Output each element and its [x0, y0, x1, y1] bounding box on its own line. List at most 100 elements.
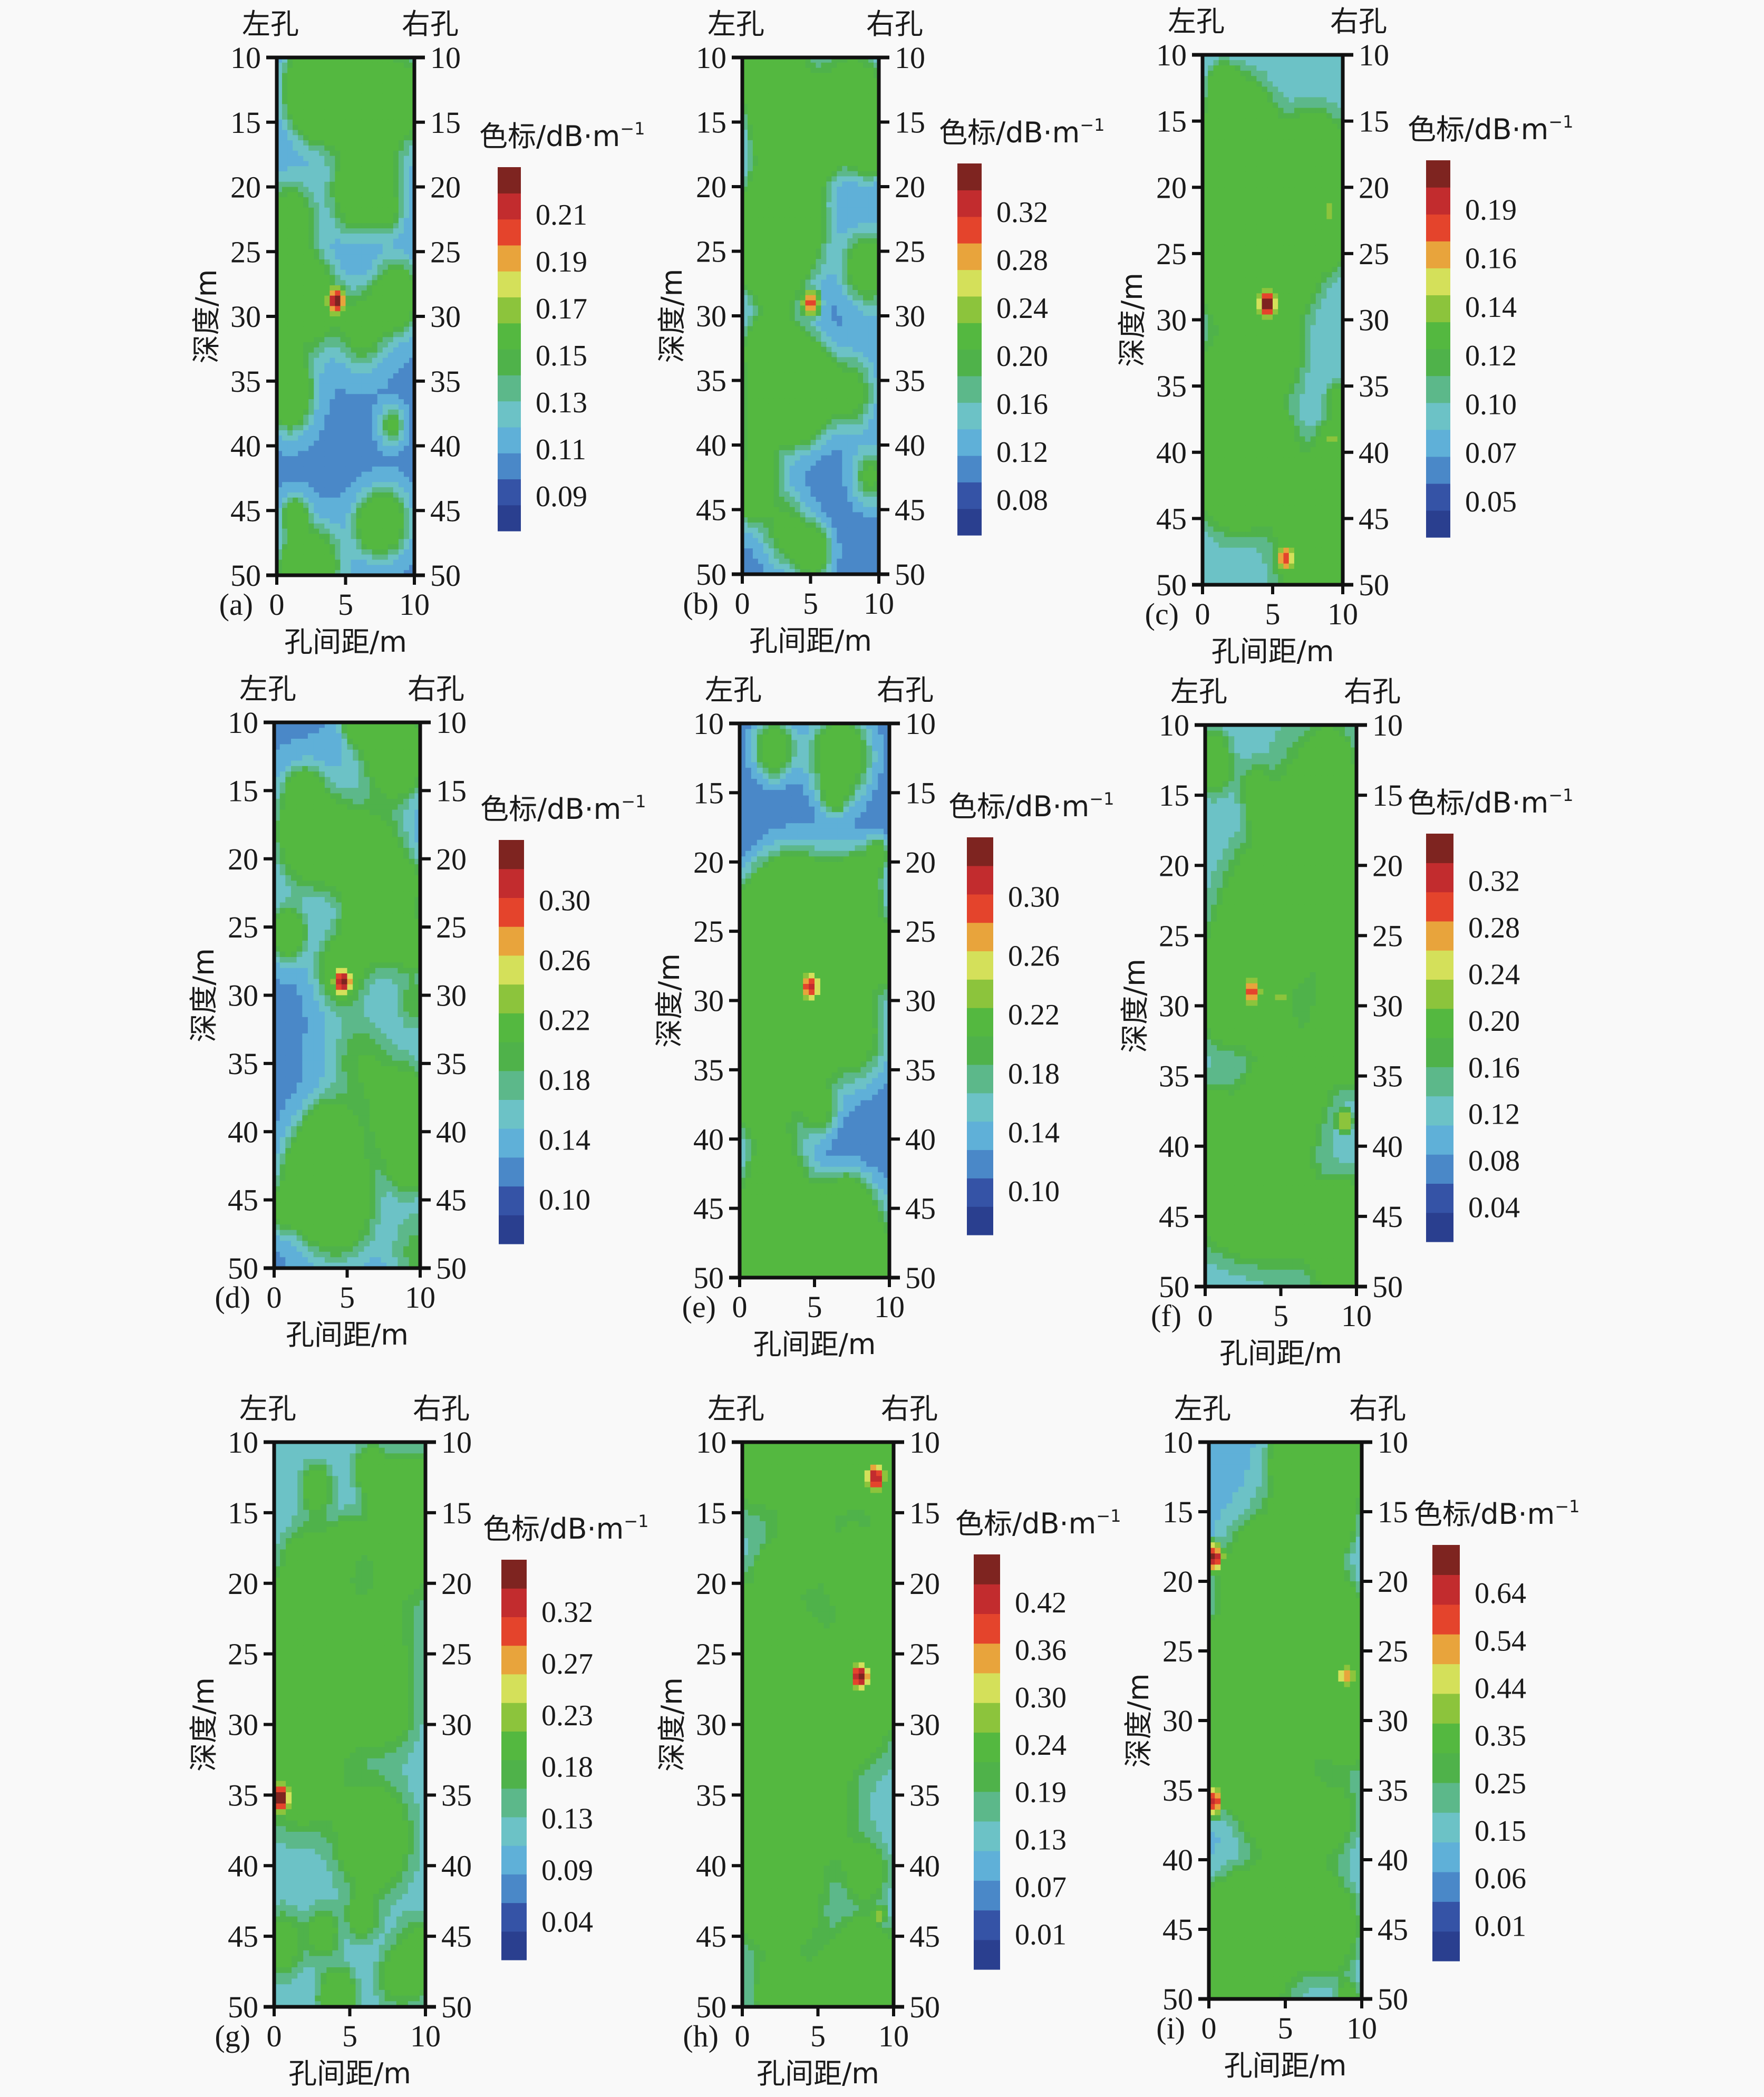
heat-cell — [383, 342, 389, 347]
heat-cell — [335, 73, 341, 79]
heat-cell — [388, 239, 394, 244]
heat-cell — [351, 182, 357, 187]
heat-cell — [314, 109, 319, 114]
heat-cell — [372, 140, 378, 146]
heat-cell — [287, 394, 293, 399]
heat-cell — [383, 296, 389, 301]
heat-cell — [377, 301, 383, 306]
heat-cell — [282, 322, 288, 327]
heat-cell — [314, 99, 319, 104]
heat-cell — [399, 202, 404, 208]
heat-cell — [362, 114, 367, 120]
heat-cell — [346, 218, 352, 223]
heat-cell — [282, 306, 288, 311]
heat-cell — [388, 306, 394, 311]
heat-cell — [298, 99, 304, 104]
heat-cell — [329, 244, 335, 249]
heat-cell — [319, 358, 325, 363]
heat-cell — [351, 270, 357, 275]
heat-cell — [362, 208, 367, 213]
heat-cell — [372, 280, 378, 285]
heat-cell — [329, 130, 335, 136]
heat-cell — [314, 327, 319, 332]
heat-cell — [329, 249, 335, 254]
heat-cell — [393, 146, 399, 151]
heat-cell — [372, 114, 378, 120]
heat-cell — [346, 436, 352, 441]
heat-cell — [383, 187, 389, 192]
heat-cell — [341, 379, 346, 384]
heat-cell — [341, 342, 346, 347]
heat-cell — [287, 208, 293, 213]
heat-cell — [367, 73, 373, 79]
heat-cell — [362, 415, 367, 420]
heat-cell — [377, 353, 383, 358]
heat-cell — [362, 384, 367, 389]
heat-cell — [393, 280, 399, 285]
heat-cell — [367, 404, 373, 410]
heat-cell — [324, 208, 330, 213]
heat-cell — [383, 327, 389, 332]
heat-cell — [351, 337, 357, 342]
heat-cell — [346, 254, 352, 259]
heat-cell — [314, 104, 319, 109]
heat-cell — [404, 99, 410, 104]
heat-cell — [388, 234, 394, 239]
heat-cell — [356, 316, 362, 322]
heat-cell — [377, 63, 383, 68]
heat-cell — [367, 306, 373, 311]
heat-cell — [303, 404, 309, 410]
heat-cell — [341, 296, 346, 301]
heat-cell — [324, 249, 330, 254]
heat-cell — [351, 285, 357, 291]
heat-cell — [362, 342, 367, 347]
heat-cell — [367, 228, 373, 234]
heat-cell — [377, 114, 383, 120]
heat-cell — [341, 78, 346, 83]
heat-cell — [372, 166, 378, 171]
heat-cell — [303, 161, 309, 166]
heat-cell — [377, 239, 383, 244]
heat-cell — [404, 83, 410, 89]
heat-cell — [362, 218, 367, 223]
heat-cell — [324, 363, 330, 368]
heat-cell — [356, 404, 362, 410]
heat-cell — [356, 332, 362, 337]
heat-cell — [404, 358, 410, 363]
heat-cell — [319, 94, 325, 99]
heat-cell — [351, 94, 357, 99]
heat-cell — [324, 197, 330, 202]
heat-cell — [362, 223, 367, 228]
heat-cell — [367, 291, 373, 296]
heat-cell — [314, 368, 319, 373]
heat-cell — [346, 78, 352, 83]
heat-cell — [399, 171, 404, 177]
heat-cell — [346, 140, 352, 146]
heat-cell — [377, 73, 383, 79]
heat-cell — [335, 384, 341, 389]
heat-cell — [372, 296, 378, 301]
heat-cell — [303, 399, 309, 404]
heat-cell — [393, 311, 399, 316]
heat-cell — [372, 99, 378, 104]
heat-cell — [324, 68, 330, 73]
heat-cell — [351, 332, 357, 337]
heat-cell — [346, 306, 352, 311]
heat-cell — [293, 171, 298, 177]
heat-cell — [399, 275, 404, 280]
heat-cell — [399, 68, 404, 73]
heat-cell — [324, 337, 330, 342]
heat-cell — [383, 239, 389, 244]
heat-cell — [319, 436, 325, 441]
heat-cell — [346, 63, 352, 68]
heat-cell — [329, 347, 335, 353]
heat-cell — [383, 425, 389, 430]
heat-cell — [362, 104, 367, 109]
heat-cell — [282, 430, 288, 436]
heat-cell — [308, 166, 314, 171]
heat-cell — [383, 368, 389, 373]
heat-cell — [329, 363, 335, 368]
heat-cell — [383, 109, 389, 114]
heat-cell — [388, 379, 394, 384]
heat-cell — [388, 275, 394, 280]
